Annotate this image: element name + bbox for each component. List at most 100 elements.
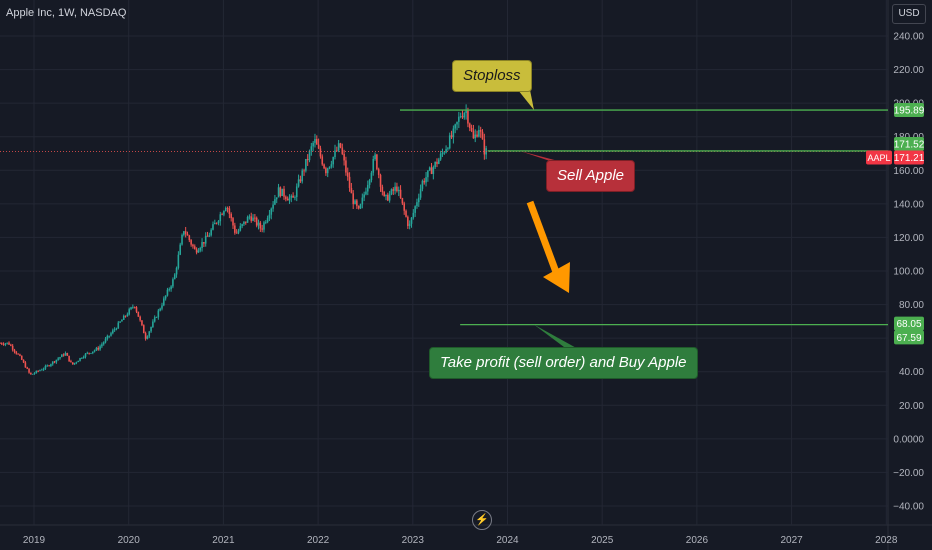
candle-body bbox=[68, 355, 70, 362]
candle-body bbox=[188, 235, 191, 241]
currency-button[interactable]: USD bbox=[892, 4, 926, 24]
candle-body bbox=[336, 150, 338, 152]
candle-body bbox=[314, 139, 316, 143]
stoploss-note[interactable]: Stoploss bbox=[452, 60, 532, 92]
candle-body bbox=[286, 198, 289, 201]
candle-body bbox=[401, 197, 404, 204]
down-arrow-icon bbox=[526, 200, 570, 293]
symbol-legend[interactable]: Apple Inc, 1W, NASDAQ bbox=[6, 7, 127, 19]
candle-body bbox=[234, 225, 236, 233]
take-profit-note[interactable]: Take profit (sell order) and Buy Apple bbox=[429, 347, 698, 379]
candle-body bbox=[113, 329, 116, 331]
candle-body bbox=[381, 186, 384, 193]
candle-body bbox=[272, 204, 274, 209]
candle-body bbox=[388, 194, 391, 201]
time-axis[interactable]: 2019 2020 2021 2022 2023 2024 2025 2026 2027 2028 bbox=[23, 535, 898, 546]
candle-body bbox=[210, 229, 212, 236]
candle-body bbox=[259, 222, 262, 229]
candle-body bbox=[383, 192, 385, 197]
candle-body bbox=[306, 158, 309, 161]
candle-body bbox=[447, 148, 449, 150]
candle-body bbox=[226, 208, 229, 209]
candle-body bbox=[478, 129, 480, 137]
price-label-text: 171.21 bbox=[894, 153, 925, 164]
candle-body bbox=[2, 344, 5, 345]
candle-body bbox=[15, 351, 18, 354]
sell-note[interactable]: Sell Apple bbox=[546, 160, 635, 192]
candle-body bbox=[91, 351, 94, 354]
candle-body bbox=[203, 242, 205, 244]
x-tick-label: 2019 bbox=[23, 535, 46, 546]
candle-body bbox=[53, 361, 56, 363]
arrow-shaft bbox=[526, 200, 560, 274]
candle-body bbox=[244, 221, 247, 223]
candle-body bbox=[352, 193, 355, 205]
candle-body bbox=[168, 289, 171, 290]
price-label-text: 195.89 bbox=[894, 106, 925, 117]
candle-body bbox=[410, 217, 413, 224]
y-tick-label: 140.00 bbox=[893, 199, 924, 210]
candle-body bbox=[33, 373, 36, 374]
candle-body bbox=[459, 116, 462, 118]
y-tick-label: 20.00 bbox=[899, 401, 924, 412]
candle-body bbox=[181, 234, 183, 245]
candle-body bbox=[279, 187, 282, 196]
candle-body bbox=[192, 244, 194, 247]
candle-body bbox=[101, 344, 103, 347]
candle-body bbox=[348, 176, 351, 188]
candle-body bbox=[81, 358, 83, 359]
candle-body bbox=[39, 370, 41, 371]
candle-body bbox=[84, 353, 87, 357]
candle-body bbox=[152, 321, 154, 328]
candle-body bbox=[170, 286, 172, 290]
candle-body bbox=[133, 306, 136, 308]
candle-body bbox=[423, 180, 426, 183]
candle-body bbox=[206, 235, 209, 237]
candle-body bbox=[141, 320, 143, 326]
candle-body bbox=[248, 216, 251, 218]
candle-body bbox=[19, 354, 21, 356]
candle-body bbox=[173, 274, 176, 280]
candle-body bbox=[417, 197, 420, 203]
candle-body bbox=[37, 370, 39, 372]
candle-body bbox=[421, 180, 424, 189]
price-label-text: 67.59 bbox=[896, 333, 921, 344]
candle-body bbox=[232, 218, 234, 226]
candle-body bbox=[341, 147, 344, 154]
candle-body bbox=[79, 358, 81, 361]
candle-body bbox=[175, 267, 178, 275]
price-label-text: 171.52 bbox=[894, 139, 925, 150]
lightning-icon[interactable]: ⚡ bbox=[472, 510, 492, 530]
candle-body bbox=[132, 306, 134, 308]
y-tick-label: 40.00 bbox=[899, 367, 924, 378]
candle-body bbox=[294, 197, 296, 198]
candle-body bbox=[441, 152, 444, 154]
candle-body bbox=[112, 330, 114, 334]
candle-body bbox=[0, 343, 1, 344]
candle-body bbox=[235, 232, 238, 234]
x-tick-label: 2023 bbox=[402, 535, 425, 546]
candle-body bbox=[474, 134, 477, 139]
candle-body bbox=[93, 350, 96, 352]
candle-body bbox=[365, 191, 367, 195]
candle-body bbox=[30, 372, 32, 375]
candle-body bbox=[416, 202, 418, 207]
candle-body bbox=[443, 152, 446, 154]
candle-body bbox=[44, 365, 47, 369]
candle-body bbox=[237, 230, 240, 234]
symbol-tag-box bbox=[866, 150, 892, 165]
candle-body bbox=[339, 143, 342, 148]
candle-body bbox=[228, 208, 231, 214]
candle-body bbox=[392, 189, 395, 191]
candle-body bbox=[46, 365, 49, 367]
candle-body bbox=[303, 170, 305, 172]
y-tick-label: 100.00 bbox=[893, 267, 924, 278]
candle-body bbox=[450, 135, 453, 138]
candle-body bbox=[337, 143, 340, 151]
candle-body bbox=[292, 195, 294, 198]
candle-body bbox=[199, 248, 202, 251]
candle-body bbox=[13, 349, 16, 352]
candle-body bbox=[252, 217, 254, 221]
candle-body bbox=[142, 325, 145, 334]
candle-body bbox=[377, 169, 380, 175]
